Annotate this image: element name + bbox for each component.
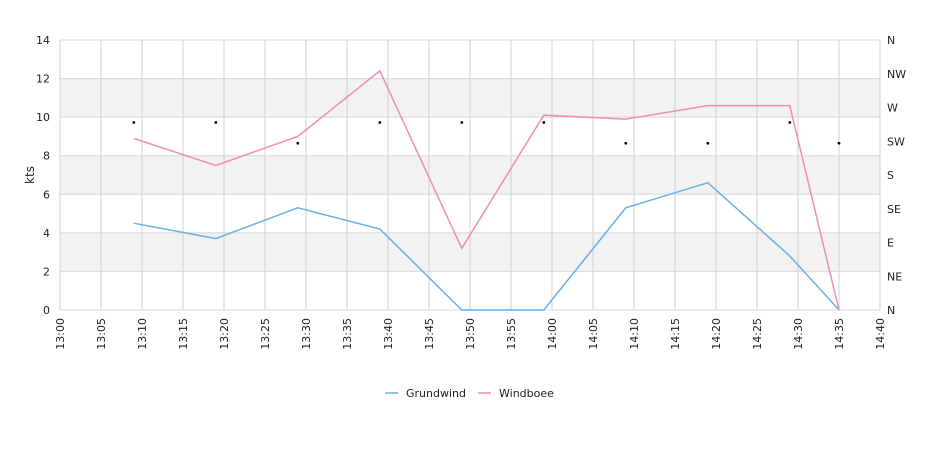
x-tick-label: 13:55 [505, 318, 518, 350]
right-axis-label: S [887, 169, 894, 182]
y-axis-ticks: 0 2 4 6 8 10 12 14 [36, 34, 50, 317]
right-axis-label: NW [887, 68, 906, 81]
y-tick-label: 12 [36, 73, 50, 86]
y-tick-label: 14 [36, 34, 50, 47]
direction-marker [624, 141, 628, 145]
legend-label-grundwind: Grundwind [406, 387, 466, 400]
right-axis-label: SE [887, 203, 901, 216]
legend-label-windboee: Windboee [499, 387, 554, 400]
x-tick-label: 13:15 [177, 318, 190, 350]
direction-marker [706, 141, 710, 145]
x-tick-label: 13:35 [341, 318, 354, 350]
right-axis-label: N [887, 34, 895, 47]
x-tick-label: 13:10 [136, 318, 149, 350]
legend: Grundwind Windboee [385, 387, 554, 400]
x-axis-ticks: 13:00 13:05 13:10 13:15 13:20 13:25 13:30 13:35… [54, 318, 887, 350]
right-axis-label: N [887, 304, 895, 317]
vertical-gridlines [59, 40, 881, 310]
x-tick-label: 14:15 [669, 318, 682, 350]
x-tick-label: 14:30 [792, 318, 805, 350]
y-tick-label: 8 [43, 150, 50, 163]
x-tick-label: 14:10 [628, 318, 641, 350]
x-tick-label: 13:00 [54, 318, 67, 350]
x-tick-label: 14:40 [874, 318, 887, 350]
x-tick-label: 13:05 [95, 318, 108, 350]
direction-markers [132, 121, 841, 145]
direction-marker [542, 121, 546, 124]
x-tick-label: 13:30 [300, 318, 313, 350]
series-line-grundwind [133, 181, 840, 311]
x-tick-label: 14:35 [833, 318, 846, 350]
right-axis-label: E [887, 237, 894, 250]
right-axis-ticks: N NE E SE S SW W NW N [887, 34, 906, 317]
direction-marker [788, 121, 792, 124]
x-tick-label: 14:25 [751, 318, 764, 350]
direction-marker [460, 121, 464, 124]
x-tick-label: 13:20 [218, 318, 231, 350]
series-lines [133, 69, 840, 311]
y-tick-label: 10 [36, 111, 50, 124]
direction-marker [214, 121, 218, 124]
direction-marker [837, 141, 841, 145]
y-tick-label: 6 [43, 188, 50, 201]
y-tick-label: 0 [43, 304, 50, 317]
x-tick-label: 14:05 [587, 318, 600, 350]
x-tick-label: 14:20 [710, 318, 723, 350]
direction-marker [378, 121, 382, 124]
right-axis-label: W [887, 102, 898, 115]
x-tick-label: 13:40 [382, 318, 395, 350]
y-axis-label: kts [23, 166, 37, 184]
direction-marker [296, 141, 300, 145]
x-tick-label: 13:25 [259, 318, 272, 350]
direction-marker [132, 121, 136, 124]
y-tick-label: 4 [43, 227, 50, 240]
right-axis-label: NE [887, 270, 902, 283]
x-tick-label: 13:50 [464, 318, 477, 350]
series-line-windboee [133, 69, 840, 311]
y-tick-label: 2 [43, 265, 50, 278]
right-axis-label: SW [887, 135, 905, 148]
x-tick-label: 13:45 [423, 318, 436, 350]
x-tick-label: 14:00 [546, 318, 559, 350]
